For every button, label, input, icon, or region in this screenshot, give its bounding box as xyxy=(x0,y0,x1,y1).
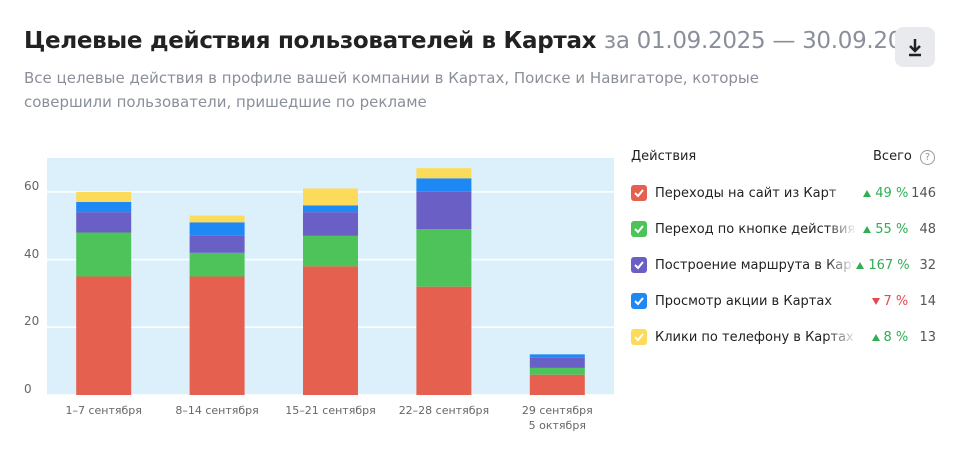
bar-segment xyxy=(303,205,358,213)
y-tick-label: 0 xyxy=(24,382,32,396)
legend-total: 14 xyxy=(919,293,936,309)
bar-segment xyxy=(76,202,132,213)
bar-segment xyxy=(76,232,132,277)
bar-segment xyxy=(303,235,358,267)
legend-total: 13 xyxy=(919,329,936,345)
legend-name: Просмотр акции в Картах xyxy=(655,293,833,309)
bar-segment xyxy=(416,191,472,230)
legend-checkbox[interactable] xyxy=(631,221,647,237)
legend-header: Действия xyxy=(631,149,697,164)
bar-segment xyxy=(189,222,245,236)
legend-name: Клики по телефону в Картах xyxy=(655,329,854,345)
legend-checkbox[interactable] xyxy=(631,185,647,201)
legend-change: 55 % xyxy=(857,222,908,237)
x-tick-label: 22–28 сентября xyxy=(398,404,490,417)
bar-segment xyxy=(76,212,132,233)
change-text: 49 % xyxy=(875,185,909,201)
legend-change: 49 % xyxy=(857,186,908,201)
bar-segment xyxy=(416,168,472,179)
legend-total: 48 xyxy=(919,221,936,237)
bar-segment xyxy=(189,252,245,277)
x-tick-label: 15–21 сентября xyxy=(285,404,376,417)
bar-segment xyxy=(529,374,585,395)
bar-segment xyxy=(189,235,245,253)
legend-name: Переходы на сайт из Карт xyxy=(655,185,837,201)
trend-arrow xyxy=(871,297,880,305)
bar-segment xyxy=(303,188,358,206)
legend-change: 167 % xyxy=(856,257,910,273)
legend-row: Переход по кнопке действия из Карт 55 % 48 xyxy=(631,217,936,241)
total-header: Всего xyxy=(873,149,912,164)
bar-segment xyxy=(416,178,472,192)
bar-segment xyxy=(189,276,245,395)
change-text: 55 % xyxy=(875,221,909,237)
help-icon[interactable]: ? xyxy=(920,150,935,165)
bar-segment xyxy=(76,191,132,203)
legend-change: 7 % xyxy=(857,294,908,309)
bar-segment xyxy=(76,276,132,395)
legend-checkbox[interactable] xyxy=(631,257,647,273)
trend-arrow xyxy=(863,225,872,233)
title-text: Целевые действия пользователей в Картах xyxy=(24,28,597,54)
trend-arrow xyxy=(863,189,872,197)
legend-checkbox[interactable] xyxy=(631,329,647,345)
period: за 01.09.2025 — 30.09.2025 xyxy=(603,28,931,54)
legend-name: Переход по кнопке действия из Карт xyxy=(655,221,857,237)
y-tick-label: 20 xyxy=(24,314,40,329)
check-icon xyxy=(634,261,644,270)
legend-total: 32 xyxy=(919,257,936,273)
check-icon xyxy=(634,297,644,306)
trend-arrow xyxy=(856,261,865,269)
legend-row: Переходы на сайт из Карт 49 % 146 xyxy=(631,181,936,205)
change-text: 8 % xyxy=(883,329,909,345)
title: Целевые действия пользователей в Картах … xyxy=(24,28,931,54)
legend-row: Построение маршрута в Картах 167 % 32 xyxy=(631,253,936,277)
bar-segment xyxy=(416,229,472,287)
subtitle: Все целевые действия в профиле вашей ком… xyxy=(24,69,759,111)
legend-change: 8 % xyxy=(857,330,908,345)
y-tick-label: 60 xyxy=(24,178,40,193)
bar-segment xyxy=(416,286,472,395)
bar-segment xyxy=(303,266,358,395)
legend-name: Построение маршрута в Картах xyxy=(655,257,857,273)
check-icon xyxy=(634,333,644,342)
bar-segment xyxy=(303,212,358,236)
bar-segment xyxy=(189,215,245,223)
x-tick-label: 8–14 сентября xyxy=(175,404,259,417)
legend-row: Просмотр акции в Картах 7 % 14 xyxy=(631,289,936,313)
x-tick-label: 29 сентября 5 октября xyxy=(521,404,593,432)
bar-segment xyxy=(529,367,585,375)
download-icon xyxy=(909,39,921,57)
y-tick-label: 40 xyxy=(24,246,40,261)
trend-arrow xyxy=(871,333,880,341)
legend-checkbox[interactable] xyxy=(631,293,647,309)
change-text: 7 % xyxy=(883,293,909,309)
bar-segment xyxy=(529,354,585,358)
check-icon xyxy=(634,225,644,234)
bar-segment xyxy=(529,357,585,368)
chart xyxy=(47,158,614,396)
legend-row: Клики по телефону в Картах 8 % 13 xyxy=(631,325,936,349)
x-tick-label: 1–7 сентября xyxy=(65,404,142,417)
change-text: 167 % xyxy=(868,257,910,273)
check-icon xyxy=(634,189,644,198)
download-button[interactable] xyxy=(895,27,935,67)
legend-total: 146 xyxy=(911,185,936,201)
